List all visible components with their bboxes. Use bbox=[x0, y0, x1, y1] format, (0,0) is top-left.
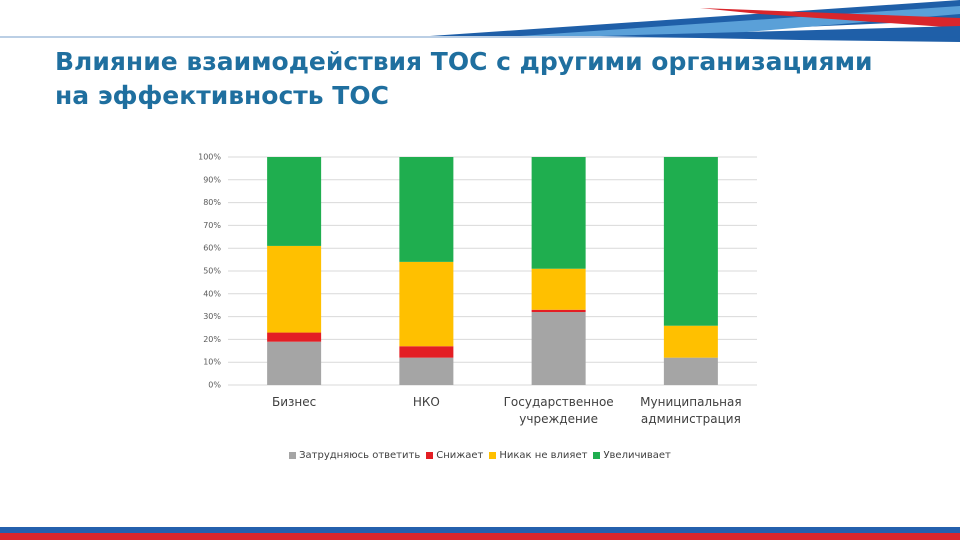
bar-segment bbox=[267, 332, 322, 342]
legend-swatch bbox=[289, 452, 297, 459]
legend-swatch bbox=[489, 452, 497, 459]
bar-segment bbox=[399, 346, 454, 358]
bar-segment bbox=[267, 157, 322, 246]
bar-segment bbox=[663, 357, 718, 385]
legend: Затрудняюсь ответить Снижает Никак не влия… bbox=[0, 450, 960, 461]
y-tick-label: 70% bbox=[203, 221, 221, 230]
bar-segment bbox=[399, 261, 454, 347]
x-tick-label: НКО bbox=[412, 395, 440, 409]
y-tick-label: 50% bbox=[203, 267, 221, 276]
bar-segment bbox=[399, 157, 454, 262]
banner-stripe bbox=[600, 26, 960, 42]
legend-item: Снижает bbox=[426, 450, 483, 461]
bar-segment bbox=[267, 245, 322, 333]
banner-stripe bbox=[700, 8, 960, 28]
y-tick-label: 0% bbox=[208, 381, 221, 390]
y-tick-label: 40% bbox=[203, 289, 221, 298]
y-tick-label: 30% bbox=[203, 312, 221, 321]
footer-stripe bbox=[0, 533, 960, 540]
y-tick-label: 60% bbox=[203, 244, 221, 253]
bar-segment bbox=[399, 357, 454, 385]
bar-segment bbox=[267, 341, 322, 385]
legend-item: Никак не влияет bbox=[489, 450, 587, 461]
legend-label: Снижает bbox=[436, 450, 484, 461]
y-tick-label: 20% bbox=[203, 335, 221, 344]
legend-item: Увеличивает bbox=[593, 450, 671, 461]
bar-segment bbox=[531, 268, 586, 310]
legend-label: Увеличивает bbox=[603, 450, 671, 461]
bar-segment bbox=[531, 157, 586, 269]
chart-title: Влияние взаимодействия ТОС с другими орг… bbox=[55, 47, 873, 110]
y-tick-label: 100% bbox=[198, 153, 221, 162]
x-tick-label: Государственное учреждение bbox=[503, 395, 614, 426]
banner-stripe bbox=[430, 0, 960, 36]
y-tick-label: 80% bbox=[203, 198, 221, 207]
legend-swatch bbox=[426, 452, 434, 459]
y-tick-label: 10% bbox=[203, 358, 221, 367]
bar-segment bbox=[531, 309, 586, 313]
bar-segment bbox=[663, 157, 718, 326]
banner-stripe bbox=[520, 6, 960, 36]
bar-segment bbox=[531, 312, 586, 385]
footer-stripe bbox=[0, 527, 960, 533]
x-tick-label: Муниципальная администрация bbox=[640, 395, 742, 426]
legend-label: Никак не влияет bbox=[499, 450, 588, 461]
legend-label: Затрудняюсь ответить bbox=[299, 450, 421, 461]
y-tick-label: 90% bbox=[203, 175, 221, 184]
banner-line bbox=[0, 36, 960, 38]
x-tick-label: Бизнес bbox=[272, 395, 317, 409]
legend-swatch bbox=[593, 452, 601, 459]
legend-item: Затрудняюсь ответить bbox=[289, 450, 420, 461]
bar-segment bbox=[663, 325, 718, 358]
